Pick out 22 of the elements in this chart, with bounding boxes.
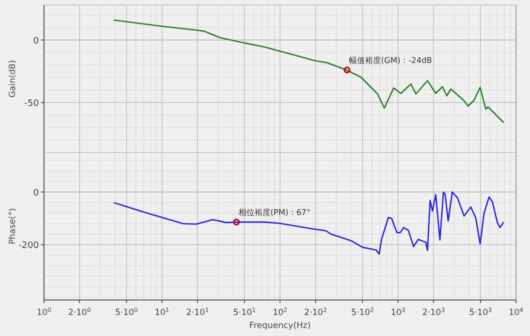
y-axis-title: Gain(dB) xyxy=(8,60,18,98)
x-tick-label: 10$^{0}$ xyxy=(36,306,52,318)
x-tick-label: 2·10$^{1}$ xyxy=(186,306,210,318)
y-tick-label: -50 xyxy=(24,99,40,109)
x-tick-label: 10$^{1}$ xyxy=(154,306,170,318)
y-axis-title: Phase(°) xyxy=(8,208,18,244)
y-tick-label: -200 xyxy=(18,241,40,252)
y-tick-label: 0 xyxy=(33,188,40,199)
x-tick-label: 10$^{3}$ xyxy=(390,306,406,318)
x-axis-title: Frequency(Hz) xyxy=(249,321,311,331)
x-tick-label: 2·10$^{3}$ xyxy=(422,306,446,318)
x-tick-label: 5·10$^{0}$ xyxy=(115,306,138,318)
x-tick-label: 2·10$^{2}$ xyxy=(304,306,328,318)
y-tick-label: 0 xyxy=(33,36,40,46)
x-tick-label: 10$^{4}$ xyxy=(508,306,524,318)
x-tick-label: 10$^{2}$ xyxy=(272,306,288,318)
annotation: 幅值裕度(GM)：-24dB xyxy=(349,56,432,65)
x-tick-label: 5·10$^{1}$ xyxy=(233,306,256,318)
annotation: 相位裕度(PM)：67° xyxy=(238,208,311,218)
x-tick-label: 5·10$^{3}$ xyxy=(469,306,492,318)
x-tick-label: 5·10$^{2}$ xyxy=(351,306,374,318)
x-tick-label: 2·10$^{0}$ xyxy=(68,306,92,318)
